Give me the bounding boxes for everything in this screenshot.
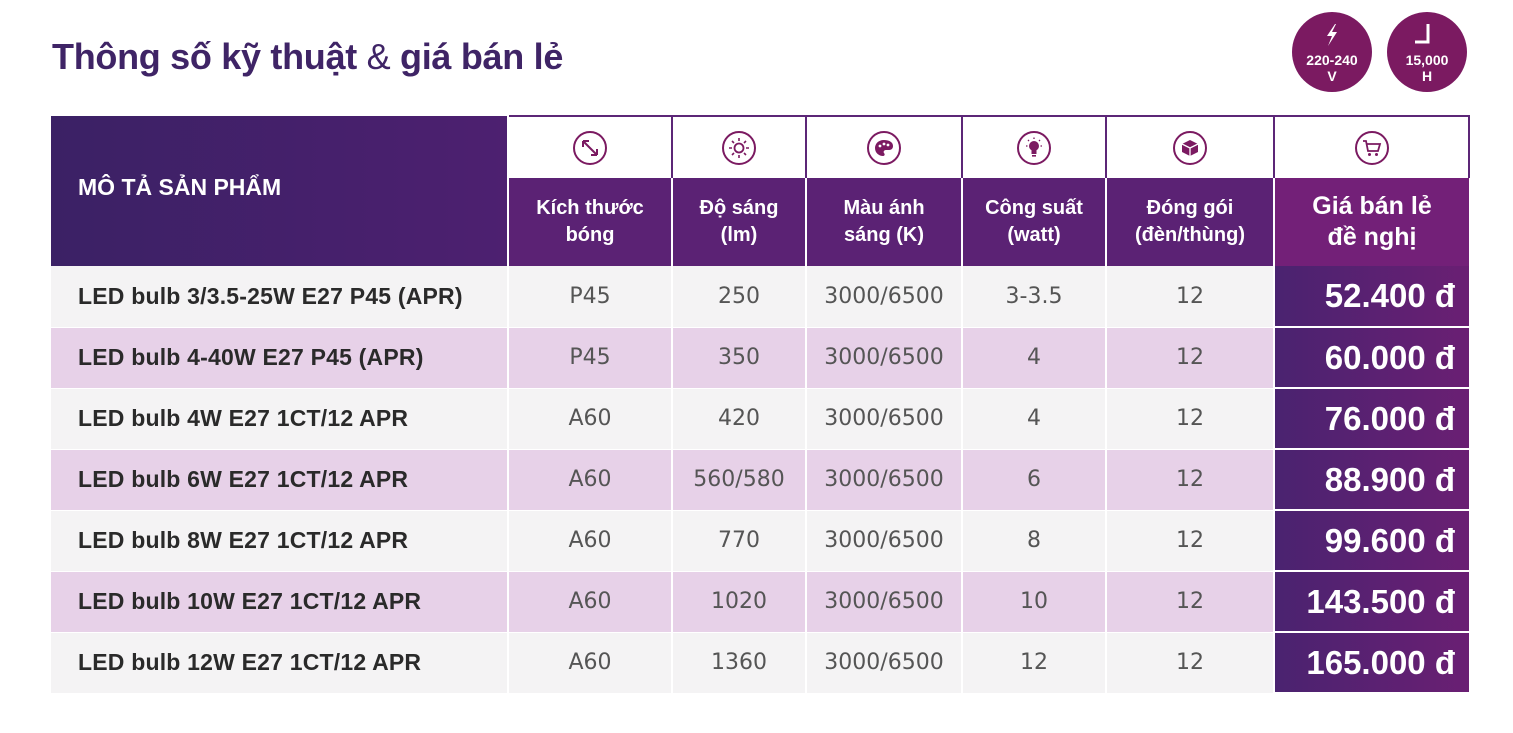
column-header-wattage: Công suất (watt) — [962, 178, 1107, 266]
voltage-badge: 220-240 V — [1292, 12, 1372, 92]
product-name: LED bulb 3/3.5-25W E27 P45 (APR) — [51, 266, 509, 328]
lumen-value: 420 — [672, 388, 807, 450]
watt-value: 10 — [962, 571, 1107, 633]
pack-value: 12 — [1106, 449, 1275, 511]
product-name: LED bulb 4-40W E27 P45 (APR) — [51, 327, 509, 389]
size-value: P45 — [508, 266, 673, 328]
product-name: LED bulb 8W E27 1CT/12 APR — [51, 510, 509, 572]
title-ampersand: & — [366, 36, 391, 77]
title-tail: giá bán lẻ — [400, 36, 564, 77]
price-value: 52.400 đ — [1274, 266, 1469, 328]
wattage-icon-cell — [962, 115, 1107, 178]
table-row: LED bulb 4W E27 1CT/12 APR A60 420 3000/… — [51, 388, 1469, 450]
lightning-icon — [1292, 22, 1372, 48]
product-name: LED bulb 10W E27 1CT/12 APR — [51, 571, 509, 633]
color-temp-value: 3000/6500 — [806, 571, 963, 633]
pack-value: 12 — [1106, 632, 1275, 694]
product-description-header: MÔ TẢ SẢN PHẨM — [51, 116, 509, 266]
bulb-icon — [1017, 130, 1051, 165]
voltage-unit: V — [1327, 68, 1337, 84]
brightness-icon-cell — [672, 115, 807, 178]
clock-hand-icon — [1387, 22, 1467, 48]
column-header-packaging: Đóng gói (đèn/thùng) — [1106, 178, 1275, 266]
lumen-value: 770 — [672, 510, 807, 572]
watt-value: 3-3.5 — [962, 266, 1107, 328]
color-temp-icon-cell — [806, 115, 963, 178]
lumen-value: 350 — [672, 327, 807, 389]
size-value: A60 — [508, 571, 673, 633]
size-value: A60 — [508, 632, 673, 694]
size-value: P45 — [508, 327, 673, 389]
color-temp-value: 3000/6500 — [806, 327, 963, 389]
watt-value: 6 — [962, 449, 1107, 511]
color-temp-value: 3000/6500 — [806, 388, 963, 450]
lifetime-badge: 15,000 H — [1387, 12, 1467, 92]
watt-value: 8 — [962, 510, 1107, 572]
table-row: LED bulb 10W E27 1CT/12 APR A60 1020 300… — [51, 571, 1469, 633]
price-value: 88.900 đ — [1274, 449, 1469, 511]
size-value: A60 — [508, 510, 673, 572]
product-name: LED bulb 6W E27 1CT/12 APR — [51, 449, 509, 511]
column-header-size: Kích thước bóng — [508, 178, 673, 266]
lumen-value: 1020 — [672, 571, 807, 633]
lifetime-unit: H — [1421, 68, 1433, 84]
color-temp-value: 3000/6500 — [806, 632, 963, 694]
column-header-color-temp: Màu ánh sáng (K) — [806, 178, 963, 266]
price-value: 60.000 đ — [1274, 327, 1469, 389]
price-value: 165.000 đ — [1274, 632, 1469, 694]
palette-icon — [867, 130, 901, 165]
box-icon — [1173, 130, 1207, 165]
watt-value: 12 — [962, 632, 1107, 694]
cart-icon — [1354, 130, 1389, 165]
size-value: A60 — [508, 449, 673, 511]
color-temp-value: 3000/6500 — [806, 266, 963, 328]
product-name: LED bulb 4W E27 1CT/12 APR — [51, 388, 509, 450]
size-value: A60 — [508, 388, 673, 450]
lumen-value: 1360 — [672, 632, 807, 694]
watt-value: 4 — [962, 388, 1107, 450]
size-icon-cell — [508, 115, 673, 178]
column-header-price: Giá bán lẻ đề nghị — [1274, 178, 1469, 266]
pack-value: 12 — [1106, 388, 1275, 450]
pack-value: 12 — [1106, 571, 1275, 633]
resize-arrow-icon — [573, 130, 607, 165]
table-row: LED bulb 4-40W E27 P45 (APR) P45 350 300… — [51, 327, 1469, 389]
color-temp-value: 3000/6500 — [806, 510, 963, 572]
product-name: LED bulb 12W E27 1CT/12 APR — [51, 632, 509, 694]
voltage-value: 220-240 — [1306, 52, 1358, 68]
spec-price-table: MÔ TẢ SẢN PHẨM — [51, 115, 1470, 694]
pack-value: 12 — [1106, 327, 1275, 389]
lumen-value: 250 — [672, 266, 807, 328]
sun-brightness-icon — [722, 130, 756, 165]
price-icon-cell — [1274, 115, 1470, 178]
lifetime-value: 15,000 — [1405, 52, 1449, 68]
table-row: LED bulb 6W E27 1CT/12 APR A60 560/580 3… — [51, 449, 1469, 511]
table-row: LED bulb 8W E27 1CT/12 APR A60 770 3000/… — [51, 510, 1469, 572]
color-temp-value: 3000/6500 — [806, 449, 963, 511]
title-main: Thông số kỹ thuật — [52, 36, 357, 77]
price-value: 99.600 đ — [1274, 510, 1469, 572]
packaging-icon-cell — [1106, 115, 1275, 178]
pack-value: 12 — [1106, 510, 1275, 572]
watt-value: 4 — [962, 327, 1107, 389]
column-header-brightness: Độ sáng (lm) — [672, 178, 807, 266]
price-value: 143.500 đ — [1274, 571, 1469, 633]
table-row: LED bulb 12W E27 1CT/12 APR A60 1360 300… — [51, 632, 1469, 694]
table-row: LED bulb 3/3.5-25W E27 P45 (APR) P45 250… — [51, 266, 1469, 328]
lumen-value: 560/580 — [672, 449, 807, 511]
price-value: 76.000 đ — [1274, 388, 1469, 450]
pack-value: 12 — [1106, 266, 1275, 328]
page-title: Thông số kỹ thuật & giá bán lẻ — [52, 36, 563, 78]
